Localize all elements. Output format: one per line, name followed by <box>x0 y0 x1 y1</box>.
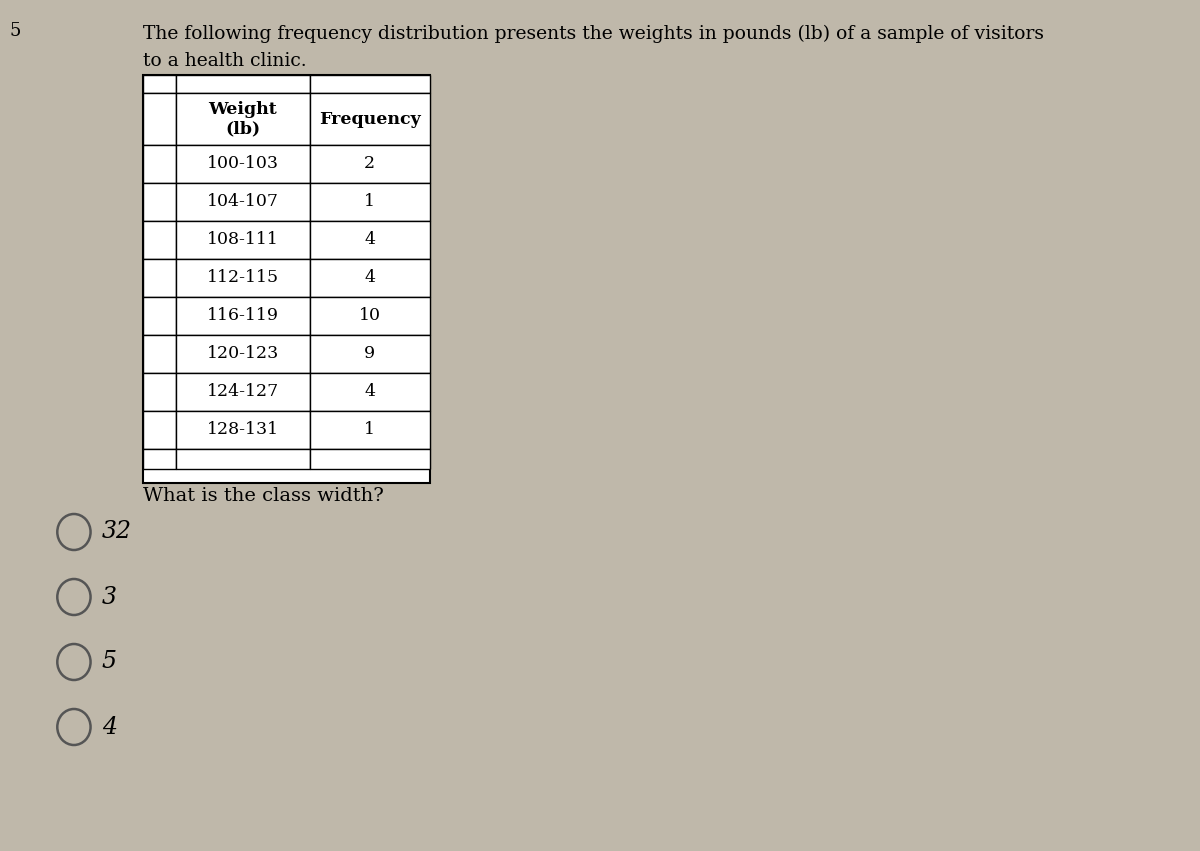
Text: 3: 3 <box>102 585 116 608</box>
Bar <box>175 183 310 221</box>
Bar <box>310 449 430 469</box>
Bar <box>310 93 430 145</box>
Bar <box>310 145 430 183</box>
Bar <box>143 449 175 469</box>
Text: 120-123: 120-123 <box>206 346 278 363</box>
Text: 5: 5 <box>10 22 20 40</box>
Bar <box>175 145 310 183</box>
Text: 4: 4 <box>364 270 376 287</box>
Text: 108-111: 108-111 <box>206 231 278 248</box>
Text: 4: 4 <box>364 231 376 248</box>
Bar <box>143 221 175 259</box>
Bar <box>310 221 430 259</box>
Bar <box>175 259 310 297</box>
Text: 32: 32 <box>102 521 132 544</box>
Bar <box>143 259 175 297</box>
Bar <box>310 183 430 221</box>
Bar <box>143 335 175 373</box>
Text: 104-107: 104-107 <box>206 193 278 210</box>
Text: 1: 1 <box>364 193 376 210</box>
Text: to a health clinic.: to a health clinic. <box>143 52 307 70</box>
Bar <box>143 93 175 145</box>
Bar <box>310 373 430 411</box>
Bar <box>175 335 310 373</box>
Bar <box>310 335 430 373</box>
Text: 124-127: 124-127 <box>206 384 278 401</box>
Text: 4: 4 <box>364 384 376 401</box>
Text: 112-115: 112-115 <box>206 270 278 287</box>
Bar <box>175 411 310 449</box>
Bar <box>310 411 430 449</box>
Bar <box>175 75 310 93</box>
Bar <box>143 373 175 411</box>
Text: 10: 10 <box>359 307 380 324</box>
Bar <box>143 297 175 335</box>
Bar <box>310 75 430 93</box>
Bar <box>175 221 310 259</box>
Bar <box>175 93 310 145</box>
Text: 128-131: 128-131 <box>206 421 278 438</box>
Bar <box>310 259 430 297</box>
Bar <box>143 75 430 483</box>
Text: 5: 5 <box>102 650 116 673</box>
Text: Frequency: Frequency <box>319 111 420 128</box>
Text: What is the class width?: What is the class width? <box>143 487 384 505</box>
Text: 4: 4 <box>102 716 116 739</box>
Text: 116-119: 116-119 <box>206 307 278 324</box>
Bar <box>143 411 175 449</box>
Bar <box>143 75 175 93</box>
Bar <box>175 297 310 335</box>
Bar <box>143 183 175 221</box>
Text: 100-103: 100-103 <box>206 156 278 173</box>
Bar <box>175 449 310 469</box>
Bar <box>143 145 175 183</box>
Bar <box>175 373 310 411</box>
Text: 2: 2 <box>364 156 376 173</box>
Bar <box>310 297 430 335</box>
Text: 9: 9 <box>364 346 376 363</box>
Text: Weight
(lb): Weight (lb) <box>208 100 277 137</box>
Text: 1: 1 <box>364 421 376 438</box>
Text: The following frequency distribution presents the weights in pounds (lb) of a sa: The following frequency distribution pre… <box>143 25 1044 43</box>
